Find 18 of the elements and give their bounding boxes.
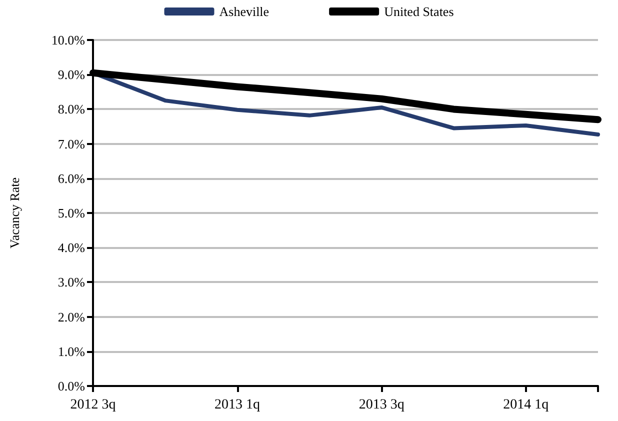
- y-tick-label: 8.0%: [58, 102, 86, 117]
- y-tick-label: 4.0%: [58, 240, 86, 256]
- legend-label: United States: [384, 4, 454, 19]
- x-tick-label: 2014 1q: [503, 398, 549, 412]
- y-tick-label: 7.0%: [58, 136, 86, 152]
- y-tick-label: 2.0%: [58, 309, 86, 324]
- y-tick-label: 9.0%: [58, 67, 86, 82]
- x-tick-label: 2013 1q: [214, 398, 260, 412]
- y-tick-label: 6.0%: [58, 170, 86, 186]
- y-tick-label: 1.0%: [58, 344, 86, 359]
- legend-label: Asheville: [219, 4, 270, 19]
- y-tick-label: 0.0%: [58, 378, 86, 394]
- y-tick-label: 5.0%: [58, 206, 86, 220]
- x-tick-label: 2012 3q: [70, 398, 116, 412]
- x-tick-label: 2013 3q: [358, 398, 404, 412]
- y-axis-title: Vacancy Rate: [7, 177, 22, 249]
- y-tick-label: 3.0%: [58, 274, 86, 290]
- y-tick-label: 10.0%: [51, 32, 86, 48]
